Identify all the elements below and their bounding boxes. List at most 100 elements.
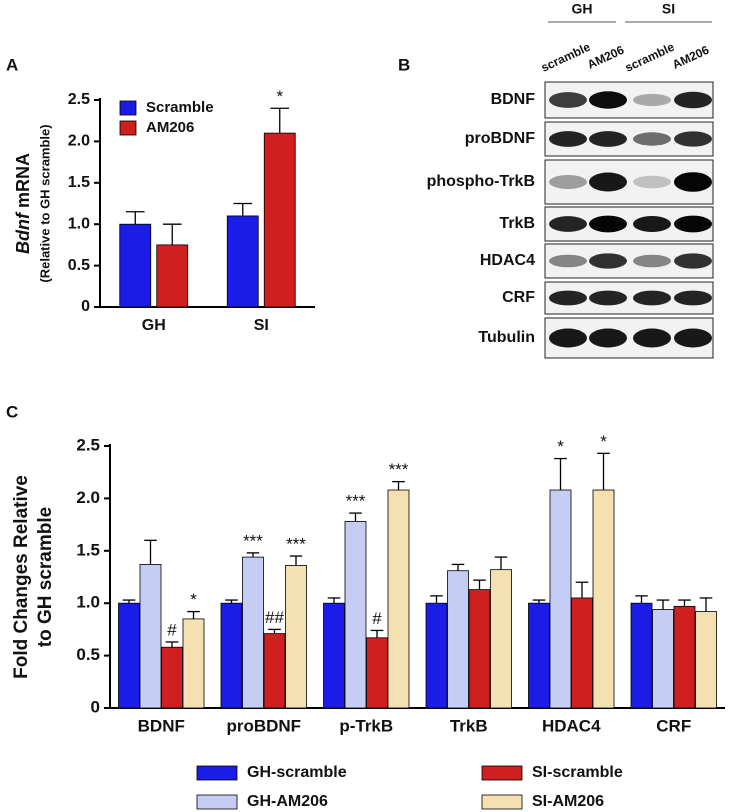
blot-band [674, 253, 712, 269]
bar [366, 637, 388, 709]
blot-band [674, 172, 712, 192]
row-label: Tubulin [478, 329, 535, 346]
row-label: phospho-TrkB [427, 173, 535, 190]
panel-label: B [398, 55, 410, 74]
blot-band [633, 132, 671, 146]
panel-label: A [6, 55, 18, 74]
significance-marker: # [167, 620, 177, 639]
significance-marker: * [276, 87, 283, 106]
bar [118, 602, 140, 709]
legend-label: GH-AM206 [247, 793, 328, 810]
significance-marker: * [190, 590, 197, 609]
blot-band [633, 215, 671, 233]
bar [630, 602, 653, 709]
row-label: BDNF [491, 91, 536, 108]
significance-marker: # [372, 609, 382, 628]
y-tick-label: 1.0 [68, 215, 90, 232]
blot-band [549, 290, 587, 306]
y-tick-label: 0 [81, 298, 90, 315]
significance-marker: *** [286, 535, 306, 554]
legend-label: SI-scramble [532, 764, 623, 781]
row-label: HDAC4 [480, 252, 535, 269]
y-tick-label: 0.5 [76, 645, 100, 664]
blot-band [633, 328, 671, 348]
blot-band [633, 254, 671, 268]
blot-band [633, 290, 671, 306]
significance-marker: *** [389, 460, 409, 479]
x-tick-label: TrkB [450, 716, 488, 735]
bar [549, 489, 572, 709]
x-tick-label: BDNF [138, 716, 185, 735]
x-tick-label: SI [254, 317, 269, 334]
blot-band [549, 131, 587, 147]
bar [226, 215, 259, 308]
bar [139, 564, 162, 709]
legend-label: AM206 [146, 119, 194, 136]
bar [447, 570, 469, 709]
y-tick-label: 2.0 [76, 488, 100, 507]
y-tick-label: 0 [91, 697, 100, 716]
bar [673, 605, 696, 709]
y-axis-label: Fold Changes Relative [11, 475, 32, 679]
bar [263, 132, 296, 308]
blot-band [674, 91, 712, 109]
bar [182, 618, 205, 709]
legend-swatch [119, 120, 137, 136]
panel-label: C [6, 402, 18, 421]
blot-band [589, 253, 627, 269]
y-axis-label-text: mRNA [13, 153, 33, 208]
significance-marker: *** [346, 492, 366, 511]
blot-band [589, 290, 627, 306]
significance-marker: *** [243, 531, 263, 550]
blot-band [633, 175, 671, 189]
bar [695, 611, 717, 709]
x-tick-label: proBDNF [226, 716, 301, 735]
y-tick-label: 0.5 [68, 257, 90, 274]
blot-band [549, 254, 587, 268]
y-tick-label: 2.5 [76, 435, 100, 454]
blot-band [549, 92, 587, 108]
blot-band [589, 215, 627, 233]
lane-label: AM206 [670, 43, 711, 72]
blot-band [674, 328, 712, 348]
y-axis-label: Bdnf mRNA [13, 153, 33, 254]
y-tick-label: 2.5 [68, 91, 90, 108]
legend-swatch [119, 100, 137, 116]
blot-band [633, 93, 671, 107]
bar [323, 602, 345, 709]
legend-label: GH-scramble [247, 764, 347, 781]
y-tick-label: 1.5 [76, 540, 100, 559]
blot-band [674, 131, 712, 147]
lane-label: scramble [539, 40, 593, 75]
significance-marker: * [600, 432, 607, 451]
bar [468, 589, 491, 709]
y-tick-label: 1.5 [68, 174, 90, 191]
y-tick-label: 1.0 [76, 593, 100, 612]
legend-swatch [196, 765, 238, 781]
x-tick-label: p-TrkB [339, 716, 393, 735]
legend-swatch [481, 765, 523, 781]
row-label: TrkB [499, 215, 535, 232]
blot-band [589, 91, 627, 109]
significance-marker: * [557, 437, 564, 456]
x-tick-label: HDAC4 [542, 716, 601, 735]
blot-band [549, 175, 587, 189]
bar [242, 556, 264, 709]
bar [220, 602, 243, 709]
blot-band [549, 328, 587, 348]
y-axis-label: to GH scramble [35, 507, 56, 647]
bar [571, 597, 593, 709]
bar [285, 565, 307, 709]
blot-band [589, 131, 627, 147]
blot-band [589, 172, 627, 192]
bar [490, 569, 512, 709]
bar [528, 602, 550, 709]
y-axis-label-gene: Bdnf [13, 211, 33, 254]
bar [387, 489, 410, 709]
group-label: GH [572, 1, 593, 17]
lane-label: scramble [623, 40, 677, 75]
bar [161, 646, 183, 709]
bar [344, 521, 367, 709]
legend-label: Scramble [146, 99, 214, 116]
